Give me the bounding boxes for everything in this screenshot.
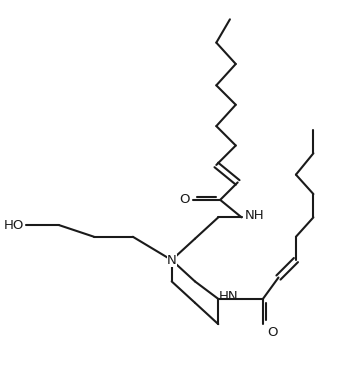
Text: O: O [180, 193, 190, 206]
Text: O: O [267, 326, 277, 339]
Text: HO: HO [4, 219, 24, 232]
Text: N: N [167, 254, 177, 267]
Text: NH: NH [244, 209, 264, 222]
Text: HN: HN [219, 290, 239, 303]
